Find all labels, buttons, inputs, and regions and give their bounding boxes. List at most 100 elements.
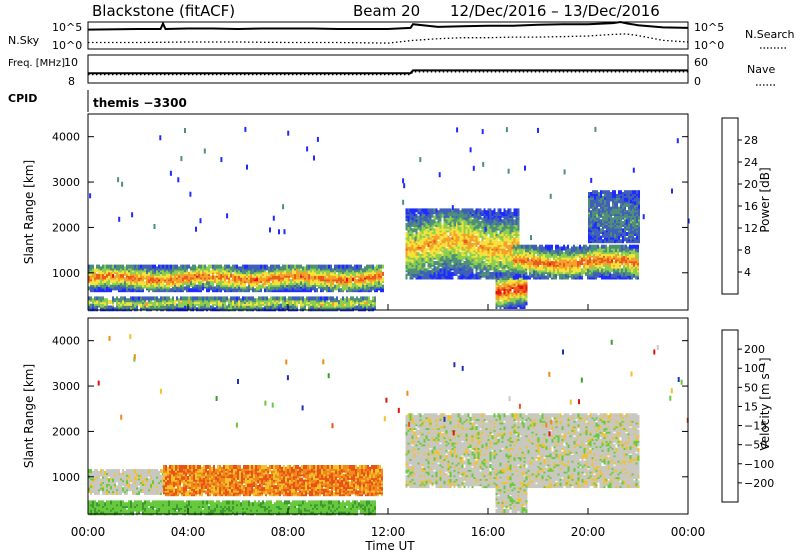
power-cell [148,296,150,301]
power-cell [292,268,294,273]
power-cell [326,284,328,289]
power-cell [360,270,362,275]
power-cell [433,228,436,233]
power-cell [120,307,122,312]
noise-left-tick-top: 10^5 [52,21,82,34]
power-cell [102,288,104,293]
power-cell [437,241,440,245]
power-cell [453,244,456,249]
power-cell [441,275,444,280]
power-cell [172,303,174,308]
power-cell [473,226,476,231]
power-cell [188,300,190,304]
power-cell [186,279,188,284]
power-cell [499,208,502,213]
power-cell [515,233,518,238]
power-cell [457,250,460,255]
power-cell [212,264,214,269]
power-cell [236,305,238,310]
power-cell [463,244,466,249]
power-cell [134,288,136,293]
power-cell [419,257,422,262]
power-cell [138,277,140,282]
power-cell [176,264,178,269]
power-cell [294,296,296,301]
power-cell [421,244,424,249]
power-cell [252,296,254,301]
power-cell [405,226,408,231]
power-cell [278,296,280,301]
power-cell [465,208,468,213]
power-cell [411,228,414,233]
power-cell [206,275,208,280]
power-cell [535,261,537,265]
power-cell [174,284,176,289]
power-cell [274,279,276,284]
power-cell [260,296,262,301]
power-cell [555,244,557,249]
power-cell [539,266,541,271]
power-cell [453,264,456,269]
power-cell [443,224,446,229]
power-cell [521,244,523,249]
power-cell [264,307,266,312]
power-cell [196,266,198,271]
power-cell [106,273,108,278]
power-cell [537,273,539,278]
power-cell [423,230,426,235]
power-cell [358,298,360,303]
power-cell [280,271,282,276]
power-cell [128,301,130,306]
power-cell [122,305,124,310]
power-cell [308,296,310,301]
power-cell [174,270,176,275]
power-cell [413,208,416,213]
power-cell [252,282,254,287]
power-cell [132,264,134,269]
power-cell [228,303,230,308]
power-cell [124,296,126,301]
power-cell [541,275,543,280]
power-cell [449,217,452,222]
power-cell [184,286,186,291]
power-cell [507,279,510,284]
power-cell [166,270,168,275]
power-cell [503,208,506,213]
power-cell [435,244,438,249]
power-cell [352,282,354,287]
power-cell [266,296,268,301]
power-cell [218,300,220,304]
power-cell [382,277,384,282]
power-cell [479,208,482,213]
power-cell [413,251,416,256]
power-cell [429,232,432,236]
power-cell [140,307,142,312]
power-cell [503,270,506,275]
power-cell [180,296,182,301]
power-cell [451,253,454,258]
power-cell [198,303,200,308]
power-cell [200,296,202,301]
power-cell [166,264,168,269]
power-cell [94,268,96,273]
power-cell [549,266,551,271]
power-cell [152,264,154,269]
power-cell [441,239,444,244]
power-cell [202,301,204,306]
power-cell [465,271,468,276]
power-cell [292,288,294,293]
power-cell [196,296,198,301]
power-cell [192,288,194,293]
power-cell [425,271,428,276]
power-cell [210,270,212,275]
power-cell [481,217,484,222]
power-cell [112,296,114,301]
power-cell [469,228,472,233]
power-cell [254,298,256,303]
power-cell [425,268,428,273]
power-cell [553,250,555,255]
power-cell [505,285,508,289]
power-cell [435,266,438,271]
power-cell [312,264,314,269]
power-cell [190,281,192,285]
